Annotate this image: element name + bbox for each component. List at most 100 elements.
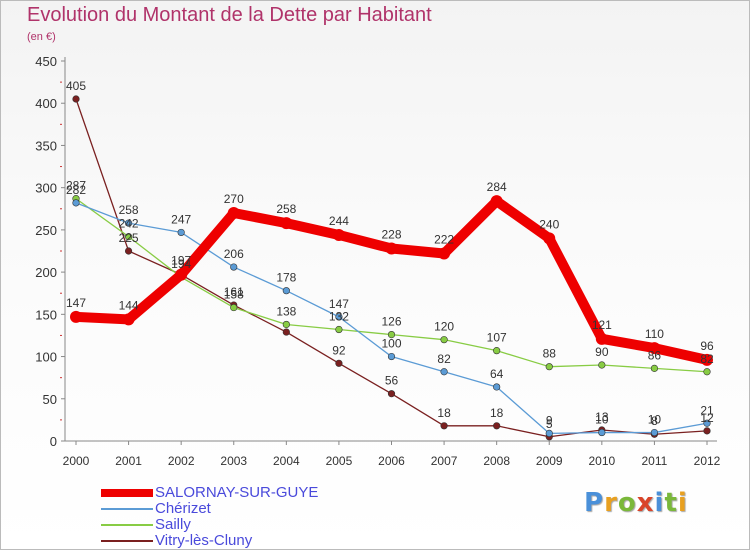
data-label: 161: [224, 285, 244, 299]
logo-letter: x: [636, 488, 655, 518]
data-point: [701, 353, 713, 366]
data-point: [230, 263, 238, 271]
legend-swatch: [101, 489, 153, 497]
x-tick-label: 2004: [273, 454, 300, 468]
data-label: 110: [645, 327, 664, 341]
data-label: 96: [700, 339, 714, 353]
y-tick-label: 400: [35, 96, 57, 111]
data-label: 120: [434, 320, 454, 334]
logo-letter: P: [584, 488, 605, 518]
data-label: 228: [381, 227, 401, 241]
legend-label: Sailly: [155, 516, 191, 533]
y-tick-label: 300: [35, 181, 57, 196]
logo-letter: o: [617, 488, 637, 518]
legend-label: Vitry-lès-Cluny: [155, 532, 253, 549]
data-label: 10: [648, 413, 662, 427]
data-label: 258: [276, 202, 296, 216]
legend-label: SALORNAY-SUR-GUYE: [155, 484, 319, 501]
data-label: 270: [224, 192, 244, 206]
chart-subtitle: (en €): [27, 31, 56, 43]
chart-title: Evolution du Montant de la Dette par Hab…: [27, 4, 432, 26]
data-point: [703, 427, 711, 435]
data-point: [598, 361, 606, 369]
data-point: [598, 428, 606, 437]
data-label: 147: [66, 296, 86, 310]
x-tick-label: 2011: [642, 454, 668, 468]
data-point: [438, 247, 451, 260]
data-point: [543, 232, 556, 245]
y-tick-label: 50: [43, 392, 57, 407]
legend-swatch: [101, 540, 153, 542]
series-layer: [70, 95, 713, 441]
data-point: [282, 320, 290, 329]
x-tick-label: 2002: [168, 454, 195, 468]
data-point: [595, 332, 608, 345]
y-tick-label: 100: [35, 350, 57, 365]
logo-letter: i: [654, 488, 665, 518]
x-tick-label: 2000: [63, 454, 90, 468]
x-tick-label: 2012: [694, 454, 721, 468]
x-tick-label: 2001: [115, 454, 142, 468]
legend-label: Chérizet: [155, 500, 211, 517]
data-label: 222: [434, 233, 454, 247]
data-label: 126: [381, 315, 401, 329]
data-label: 242: [119, 217, 139, 231]
data-point: [387, 352, 396, 361]
data-label: 12: [700, 411, 714, 425]
data-label: 282: [66, 183, 86, 197]
data-point: [703, 368, 711, 376]
data-label: 13: [595, 410, 609, 424]
data-label: 18: [490, 406, 504, 420]
data-label: 258: [119, 203, 139, 217]
data-label: 10: [595, 413, 609, 427]
data-label: 18: [437, 406, 451, 420]
logo-letter: r: [604, 488, 618, 518]
data-label: 100: [381, 337, 401, 351]
data-label: 56: [385, 374, 399, 388]
data-label: 8: [651, 414, 658, 428]
y-tick-label: 0: [50, 434, 57, 449]
data-point: [545, 363, 553, 371]
x-tick-label: 2010: [588, 454, 615, 468]
data-point: [280, 217, 293, 230]
data-label: 21: [700, 403, 714, 417]
data-point: [650, 428, 659, 437]
y-tick-label: 450: [35, 54, 57, 69]
data-point: [650, 364, 659, 372]
data-point: [332, 228, 345, 241]
data-point: [70, 310, 82, 323]
data-point: [124, 219, 133, 227]
data-point: [335, 359, 343, 367]
data-label: 147: [329, 297, 349, 311]
data-label: 178: [276, 271, 296, 285]
data-point: [335, 325, 343, 334]
chart-axes: 0 50 100 150 200 250 300 350 400 450 2000 2001 2002 2…: [35, 54, 720, 468]
data-point: [545, 429, 553, 438]
data-point: [72, 199, 80, 207]
x-tick-label: 2006: [378, 454, 405, 468]
y-tick-label: 250: [35, 223, 57, 238]
data-label: 132: [329, 310, 349, 324]
data-label: 5: [546, 417, 553, 431]
data-point: [385, 242, 398, 255]
data-label: 287: [66, 179, 86, 193]
data-label: 158: [224, 288, 244, 302]
data-label: 121: [592, 318, 612, 332]
data-label: 88: [543, 347, 557, 361]
data-point: [124, 233, 133, 241]
x-tick-label: 2005: [326, 454, 353, 468]
data-label: 405: [66, 79, 86, 93]
data-labels-layer: 147 144 197 270 258 244 228 222 284 240 121 110 96 28…: [66, 79, 714, 431]
data-point: [335, 313, 343, 321]
data-point: [440, 422, 448, 430]
logo-letter: t: [664, 488, 678, 518]
data-point: [177, 228, 185, 237]
data-point: [230, 303, 238, 312]
data-label: 284: [487, 180, 507, 194]
data-label: 9: [546, 413, 553, 427]
y-tick-label: 150: [35, 307, 57, 322]
data-label: 194: [171, 257, 191, 271]
data-label: 240: [539, 217, 559, 231]
